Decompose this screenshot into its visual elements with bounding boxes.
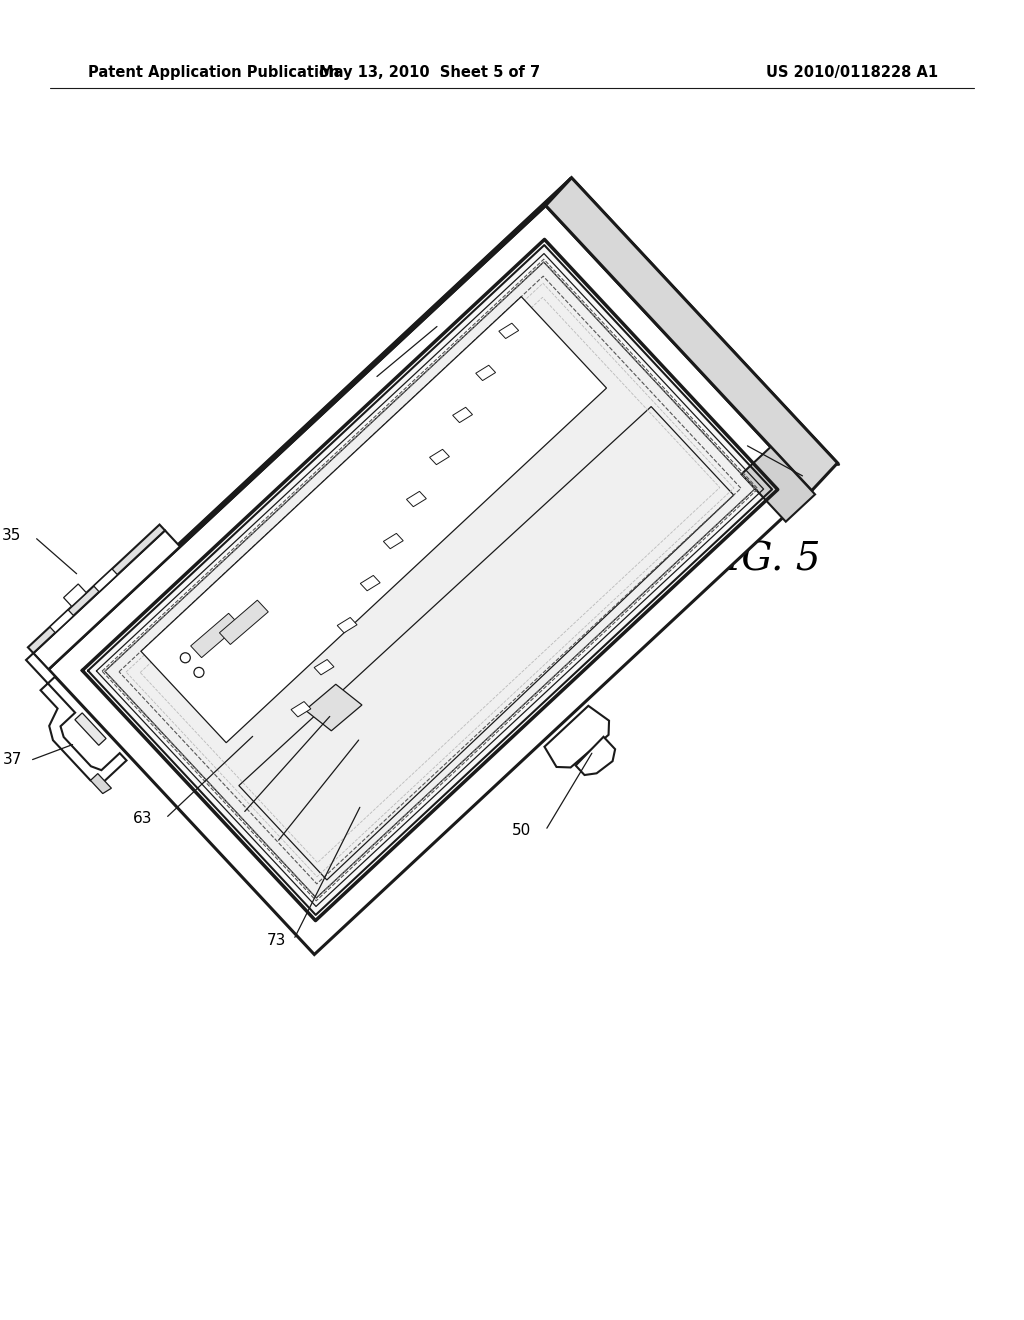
Text: May 13, 2010  Sheet 5 of 7: May 13, 2010 Sheet 5 of 7 <box>319 65 541 79</box>
Text: Patent Application Publication: Patent Application Publication <box>88 65 340 79</box>
Polygon shape <box>337 618 357 632</box>
Polygon shape <box>34 531 180 669</box>
Polygon shape <box>383 533 403 549</box>
Polygon shape <box>571 180 840 465</box>
Text: US 2010/0118228 A1: US 2010/0118228 A1 <box>766 65 938 79</box>
Text: 83: 83 <box>246 834 265 850</box>
Polygon shape <box>190 614 240 657</box>
Polygon shape <box>94 569 118 591</box>
Text: 35: 35 <box>2 528 22 544</box>
Polygon shape <box>28 524 165 653</box>
Polygon shape <box>50 610 74 632</box>
Polygon shape <box>545 706 609 767</box>
Text: 37: 37 <box>2 752 22 767</box>
Polygon shape <box>476 366 496 380</box>
Polygon shape <box>546 178 838 491</box>
Text: 20: 20 <box>806 469 824 483</box>
Text: 50: 50 <box>512 822 531 838</box>
Polygon shape <box>63 583 86 606</box>
Polygon shape <box>360 576 380 591</box>
Polygon shape <box>26 653 127 781</box>
Polygon shape <box>407 491 426 507</box>
Polygon shape <box>453 408 472 422</box>
Polygon shape <box>429 449 450 465</box>
Polygon shape <box>499 323 519 338</box>
Polygon shape <box>48 178 571 669</box>
Polygon shape <box>141 297 606 743</box>
Polygon shape <box>305 684 361 731</box>
Polygon shape <box>90 774 112 793</box>
Polygon shape <box>88 246 772 915</box>
Polygon shape <box>314 660 334 675</box>
Text: 651: 651 <box>210 807 239 822</box>
Polygon shape <box>104 263 755 898</box>
Polygon shape <box>575 737 615 775</box>
Polygon shape <box>291 701 311 717</box>
Polygon shape <box>239 407 733 880</box>
Text: 63: 63 <box>133 810 153 826</box>
Text: 31: 31 <box>440 301 464 325</box>
Polygon shape <box>75 713 106 746</box>
Polygon shape <box>48 206 812 954</box>
Text: 73: 73 <box>267 933 287 948</box>
Text: FIG. 5: FIG. 5 <box>699 541 821 578</box>
Polygon shape <box>741 447 815 521</box>
Polygon shape <box>219 601 268 644</box>
